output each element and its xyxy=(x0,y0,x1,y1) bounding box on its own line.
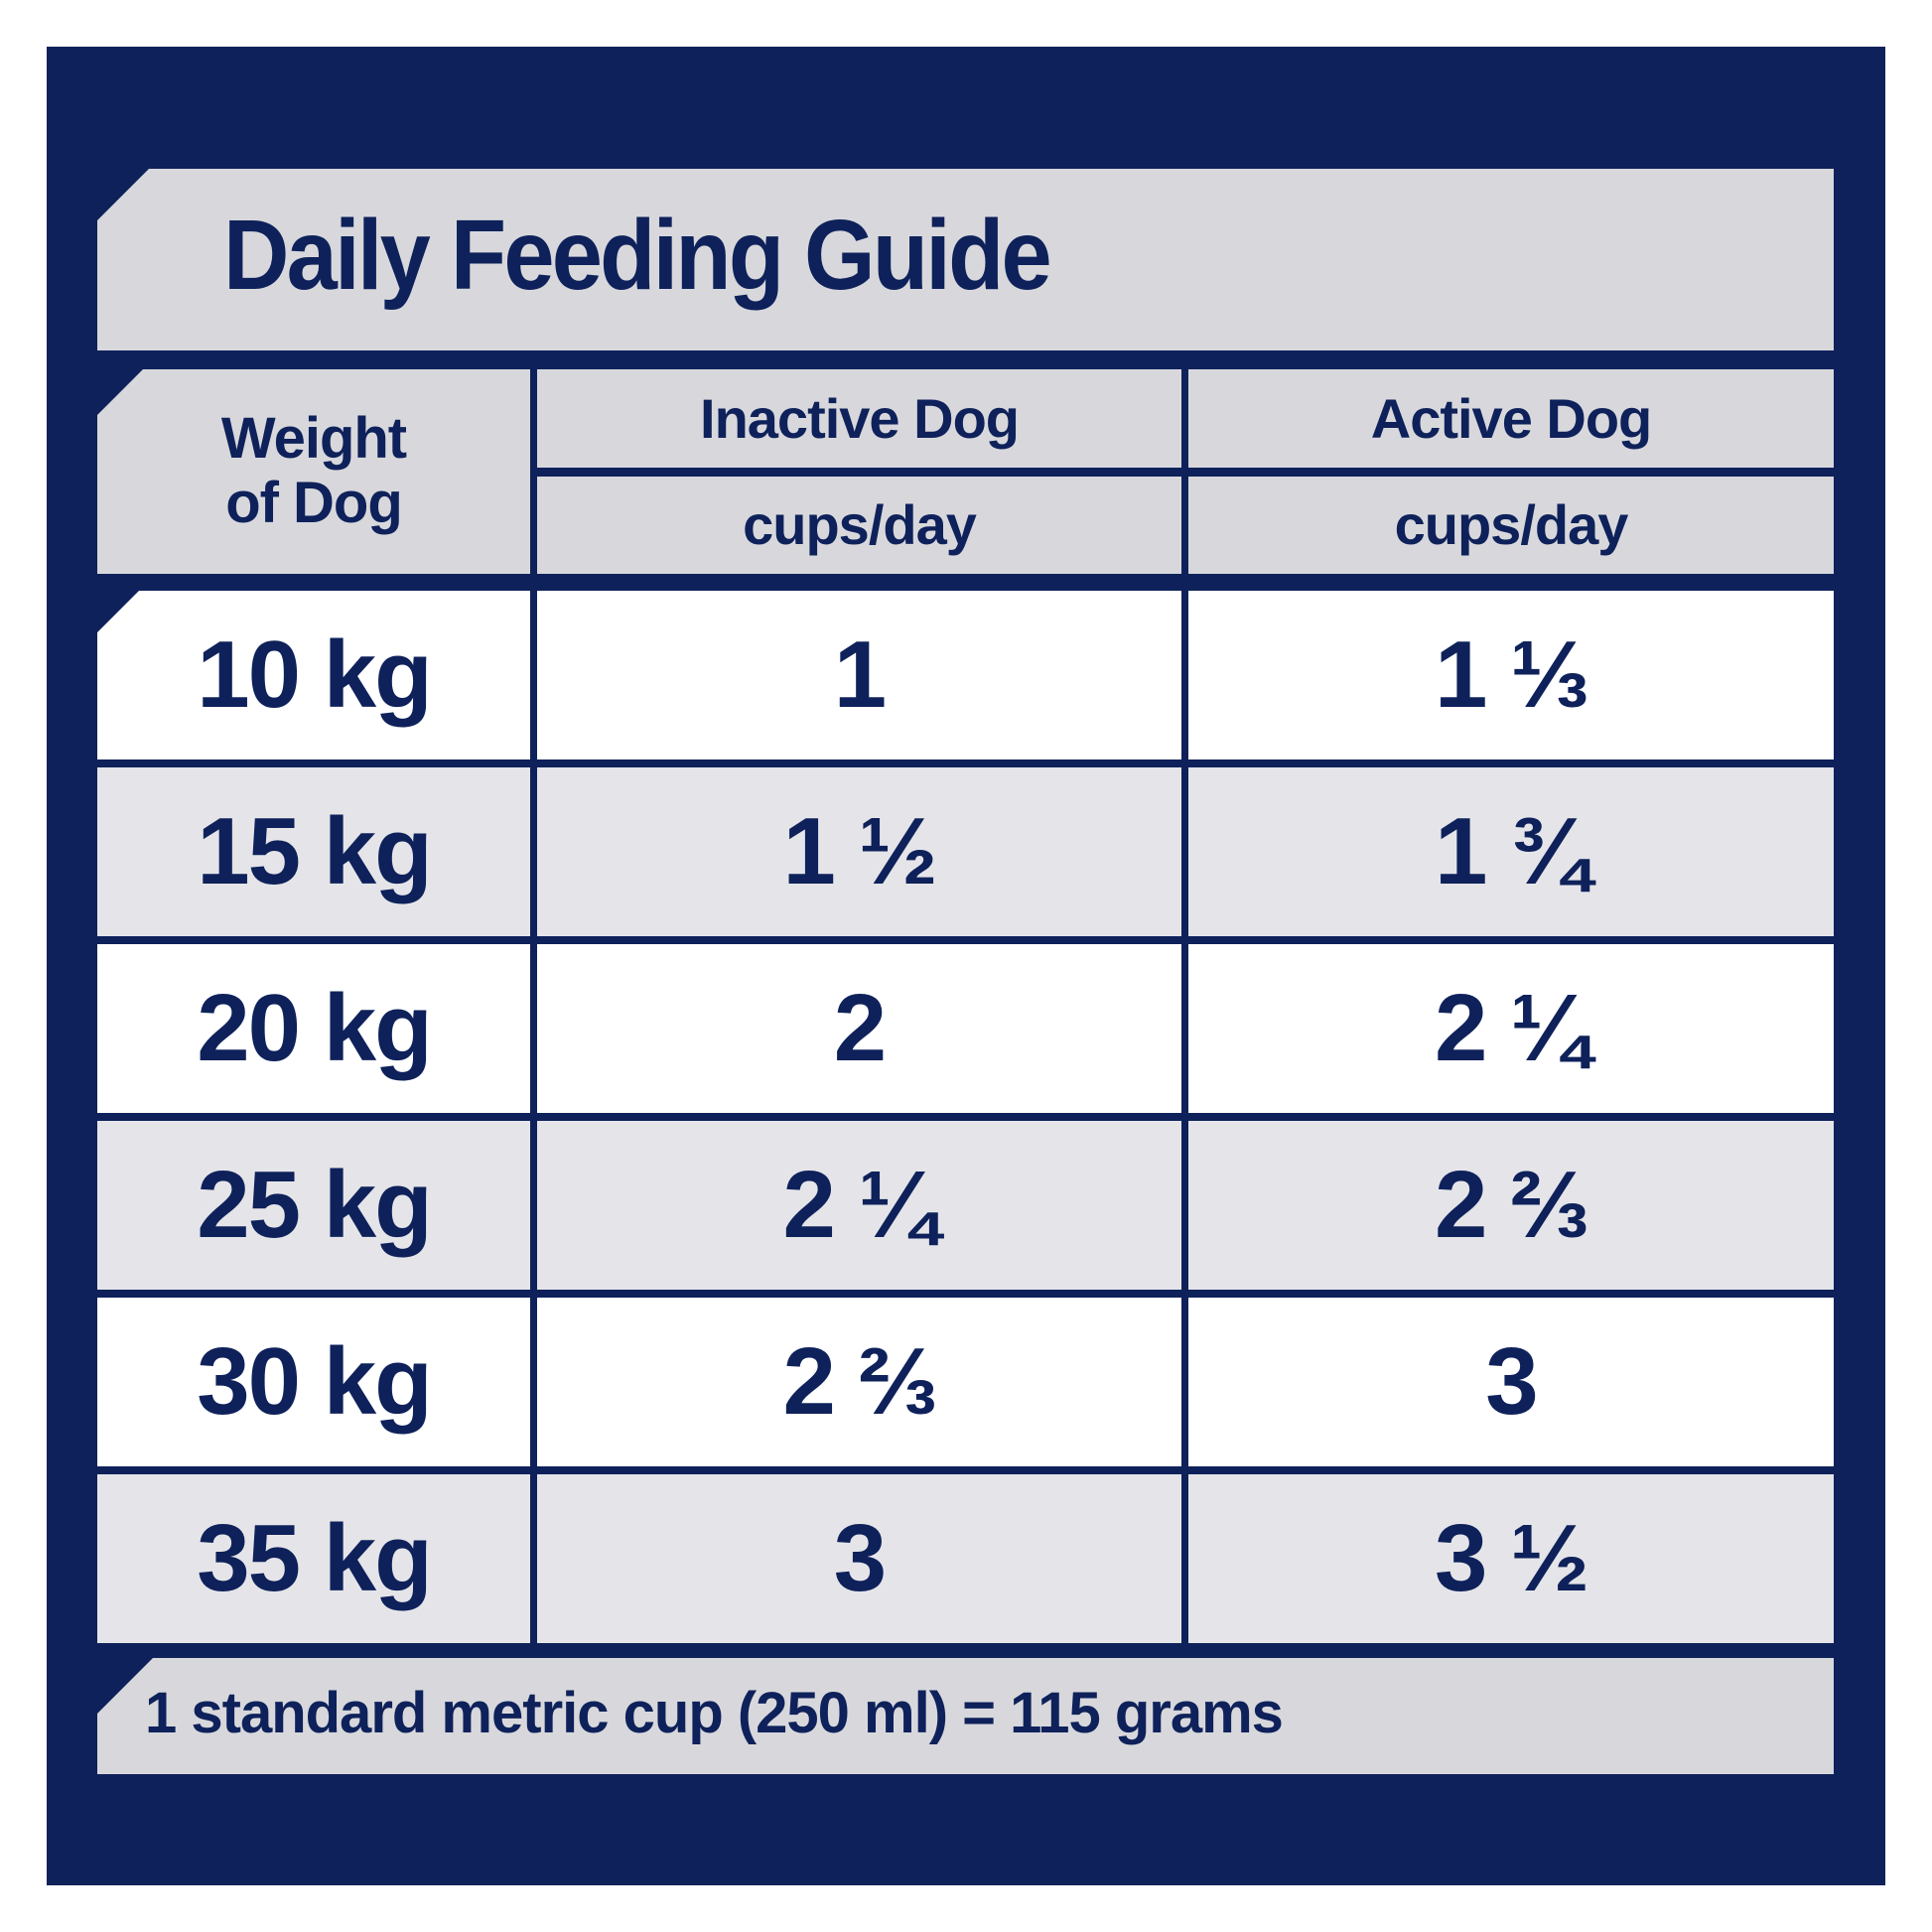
weight-cell: 10 kg xyxy=(97,591,530,759)
table-row: 25 kg 2 ¼ 2 ⅔ xyxy=(97,1121,1834,1290)
footer-banner: 1 standard metric cup (250 ml) = 115 gra… xyxy=(97,1658,1834,1774)
inactive-value-cell: 2 ⅔ xyxy=(537,1298,1181,1466)
header-weight-line1: Weight xyxy=(220,406,407,472)
cup-conversion-note: 1 standard metric cup (250 ml) = 115 gra… xyxy=(145,1681,1284,1745)
inactive-value-cell: 3 xyxy=(537,1474,1181,1643)
weight-cell: 20 kg xyxy=(97,944,530,1113)
inactive-value-cell: 1 ½ xyxy=(537,767,1181,936)
header-weight-line2: of Dog xyxy=(225,471,403,535)
table-header-row: Weight of Dog Inactive Dog cups/day Acti… xyxy=(97,369,1834,574)
header-inactive-cell: Inactive Dog cups/day xyxy=(537,369,1181,574)
active-value-cell: 3 xyxy=(1188,1298,1834,1466)
table-row: 20 kg 2 2 ¼ xyxy=(97,944,1834,1113)
table-row: 35 kg 3 3 ½ xyxy=(97,1474,1834,1643)
header-active-cell: Active Dog cups/day xyxy=(1188,369,1834,574)
active-value-cell: 2 ¼ xyxy=(1188,944,1834,1113)
active-value-cell: 1 ⅓ xyxy=(1188,591,1834,759)
weight-cell: 25 kg xyxy=(97,1121,530,1290)
active-value-cell: 1 ¾ xyxy=(1188,767,1834,936)
active-value-cell: 2 ⅔ xyxy=(1188,1121,1834,1290)
table-body: 10 kg 1 1 ⅓ 15 kg 1 ½ 1 ¾ 20 kg 2 2 ¼ 25… xyxy=(97,591,1834,1651)
feeding-guide-panel: Daily Feeding Guide Weight of Dog Inacti… xyxy=(47,47,1885,1885)
table-row: 30 kg 2 ⅔ 3 xyxy=(97,1298,1834,1466)
inactive-value-cell: 1 xyxy=(537,591,1181,759)
page-title: Daily Feeding Guide xyxy=(223,200,1052,311)
header-inactive-label: Inactive Dog xyxy=(537,369,1181,468)
table-row: 10 kg 1 1 ⅓ xyxy=(97,591,1834,759)
title-banner: Daily Feeding Guide xyxy=(97,169,1834,350)
header-inactive-unit-label: cups/day xyxy=(537,476,1181,574)
table-row: 15 kg 1 ½ 1 ¾ xyxy=(97,767,1834,936)
feeding-guide-content: Daily Feeding Guide Weight of Dog Inacti… xyxy=(97,169,1834,1774)
weight-cell: 30 kg xyxy=(97,1298,530,1466)
active-value-cell: 3 ½ xyxy=(1188,1474,1834,1643)
header-active-unit-label: cups/day xyxy=(1188,476,1834,574)
header-active-label: Active Dog xyxy=(1188,369,1834,468)
header-weight-cell: Weight of Dog xyxy=(97,369,530,574)
inactive-value-cell: 2 xyxy=(537,944,1181,1113)
weight-cell: 35 kg xyxy=(97,1474,530,1643)
inactive-value-cell: 2 ¼ xyxy=(537,1121,1181,1290)
weight-cell: 15 kg xyxy=(97,767,530,936)
